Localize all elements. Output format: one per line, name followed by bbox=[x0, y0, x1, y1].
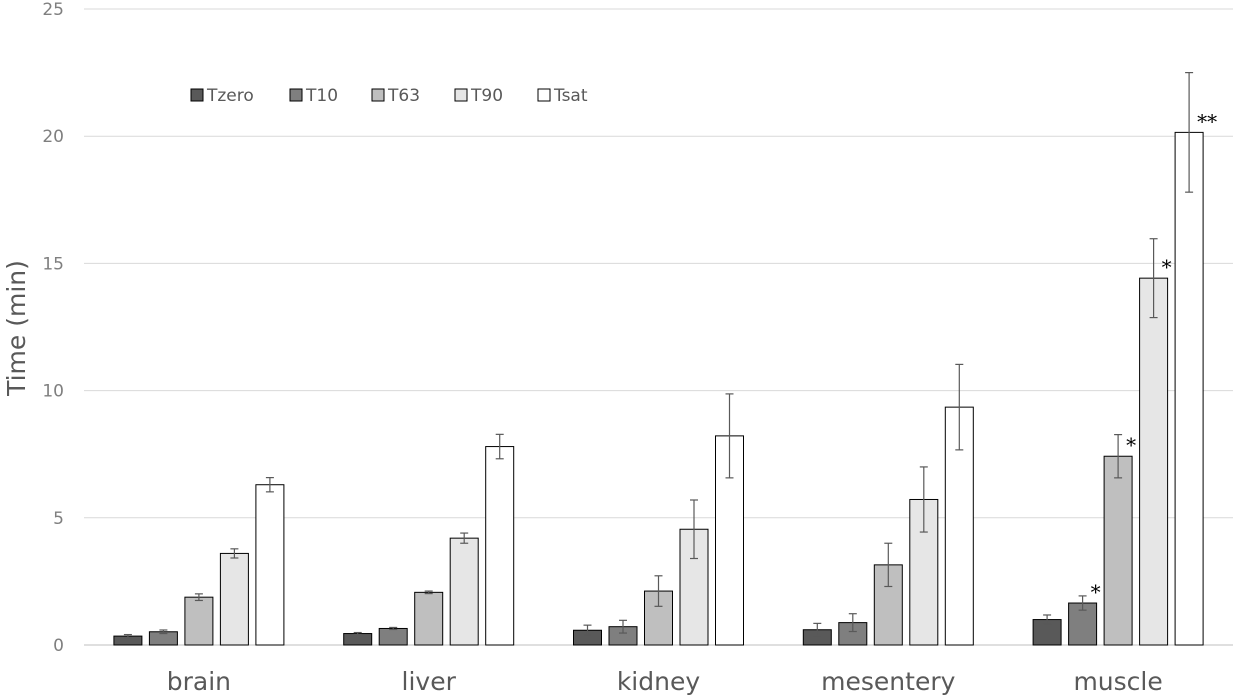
bars: ***** bbox=[113, 71, 1217, 646]
bar-T63-liver bbox=[414, 591, 444, 646]
y-tick-label: 10 bbox=[42, 382, 64, 402]
error-bar-T63-liver bbox=[424, 590, 433, 595]
legend-label: T10 bbox=[305, 86, 338, 106]
bar-Tzero-liver bbox=[343, 633, 373, 646]
legend-item-Tzero: Tzero bbox=[190, 86, 254, 106]
legend-item-Tsat: Tsat bbox=[537, 86, 588, 106]
error-bar-Tsat-kidney bbox=[725, 393, 734, 479]
error-bar-Tzero-liver bbox=[353, 631, 362, 636]
error-bar-T10-brain bbox=[159, 629, 168, 635]
category-label-kidney: kidney bbox=[617, 667, 701, 696]
bar-T10-liver bbox=[378, 627, 408, 646]
legend-label: Tzero bbox=[206, 86, 254, 106]
error-bar-Tsat-mesentery bbox=[955, 363, 964, 451]
error-bar-T63-brain bbox=[194, 593, 203, 602]
bar-T63-brain bbox=[184, 596, 214, 646]
error-bar-T63-muscle bbox=[1114, 434, 1123, 479]
error-bar-Tsat-liver bbox=[495, 433, 504, 460]
bar-Tsat-brain bbox=[255, 484, 285, 646]
error-bar-T10-kidney bbox=[619, 619, 627, 634]
bar-T90-brain bbox=[219, 552, 249, 646]
legend-label: T90 bbox=[470, 86, 503, 106]
legend-swatch bbox=[190, 88, 204, 102]
y-tick-label: 15 bbox=[42, 254, 64, 274]
legend-swatch bbox=[371, 88, 385, 102]
legend-item-T63: T63 bbox=[371, 86, 420, 106]
legend-swatch bbox=[289, 88, 303, 102]
bar-T63-muscle bbox=[1103, 455, 1133, 646]
error-bar-T63-kidney bbox=[654, 575, 663, 607]
y-axis-label: Time (min) bbox=[2, 260, 31, 397]
y-tick-label: 25 bbox=[42, 0, 64, 20]
error-bar-T10-muscle bbox=[1078, 595, 1087, 611]
y-tick-label: 20 bbox=[42, 127, 64, 147]
error-bar-Tzero-kidney bbox=[583, 624, 592, 636]
bar-T90-liver bbox=[449, 537, 479, 646]
category-label-muscle: muscle bbox=[1073, 667, 1162, 696]
legend: Tzero T10 T63 T90 Tsat bbox=[190, 86, 588, 106]
error-bar-T63-mesentery bbox=[884, 542, 893, 588]
error-bar-T10-mesentery bbox=[848, 613, 857, 633]
category-label-liver: liver bbox=[402, 667, 457, 696]
error-bar-Tzero-muscle bbox=[1043, 614, 1052, 625]
significance-marker: ** bbox=[1197, 109, 1217, 133]
bar-Tsat-muscle bbox=[1174, 131, 1204, 646]
error-bar-T90-muscle bbox=[1149, 238, 1158, 319]
category-label-mesentery: mesentery bbox=[821, 667, 955, 696]
error-bar-Tsat-brain bbox=[265, 477, 274, 493]
y-axis-ticks: 0 5 10 15 20 25 bbox=[42, 0, 64, 656]
error-bar-Tzero-brain bbox=[123, 633, 132, 639]
error-bar-T10-liver bbox=[389, 626, 398, 631]
legend-item-T10: T10 bbox=[289, 86, 338, 106]
significance-marker: * bbox=[1091, 580, 1101, 604]
legend-label: Tsat bbox=[553, 86, 588, 106]
error-bar-T90-mesentery bbox=[919, 466, 928, 533]
legend-label: T63 bbox=[387, 86, 420, 106]
error-bar-T90-brain bbox=[230, 548, 239, 559]
error-bar-Tsat-muscle bbox=[1185, 71, 1194, 193]
x-axis-categories: brain liver kidney mesentery muscle bbox=[167, 667, 1163, 696]
significance-marker: * bbox=[1162, 255, 1172, 279]
legend-swatch bbox=[454, 88, 468, 102]
y-tick-label: 5 bbox=[53, 509, 64, 529]
legend-item-T90: T90 bbox=[454, 86, 503, 106]
bar-Tsat-liver bbox=[485, 446, 515, 646]
y-tick-label: 0 bbox=[53, 636, 64, 656]
bar-T90-muscle bbox=[1139, 277, 1169, 646]
significance-marker: * bbox=[1126, 433, 1136, 457]
legend-swatch bbox=[537, 88, 551, 102]
category-label-brain: brain bbox=[167, 667, 231, 696]
error-bar-Tzero-mesentery bbox=[813, 622, 822, 637]
error-bar-T90-liver bbox=[460, 532, 469, 544]
error-bar-T90-kidney bbox=[690, 499, 698, 560]
